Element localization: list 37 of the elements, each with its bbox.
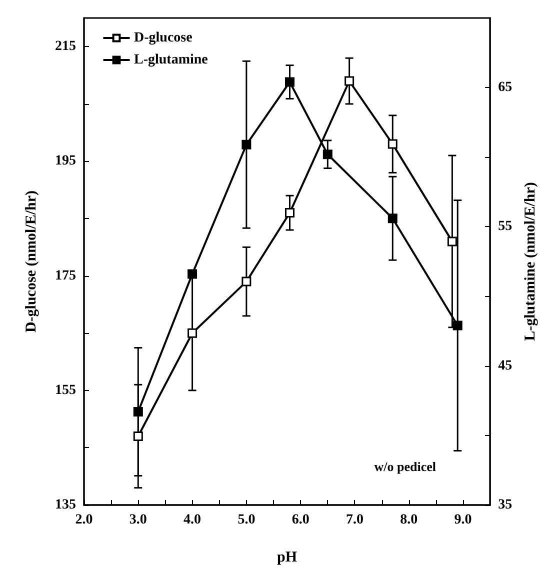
- legend-label: D-glucose: [134, 30, 192, 46]
- y-tick-label: 215: [55, 39, 76, 54]
- point: [242, 140, 252, 150]
- point: [133, 431, 143, 441]
- point: [452, 320, 462, 330]
- x-tick-label: 7.0: [346, 512, 364, 528]
- y-tick-label: 175: [55, 268, 76, 284]
- point: [285, 77, 295, 87]
- x-tick-label: 2.0: [75, 512, 93, 528]
- x-tick-label: 8.0: [400, 512, 418, 528]
- point: [188, 328, 198, 338]
- y2-tick-label: 65: [498, 80, 512, 96]
- point: [388, 139, 398, 149]
- y2-tick-label: 35: [498, 498, 512, 512]
- point: [344, 76, 354, 86]
- y-axis-title: D-glucose (nmol/E/hr): [24, 190, 40, 333]
- point: [188, 269, 198, 279]
- annotation: w/o pedicel: [374, 459, 436, 474]
- point: [388, 214, 398, 224]
- x-tick-label: 5.0: [238, 512, 256, 528]
- point: [447, 236, 457, 246]
- x-tick-label: 4.0: [184, 512, 202, 528]
- y2-axis-title: L-glutamine (nmol/E/hr): [522, 182, 538, 341]
- x-tick-label: 9.0: [454, 512, 472, 528]
- x-tick-label: 3.0: [129, 512, 147, 528]
- point: [242, 276, 252, 286]
- y2-tick-label: 45: [498, 358, 512, 374]
- y2-tick-label: 55: [498, 219, 512, 234]
- point: [285, 208, 295, 218]
- x-tick-label: 6.0: [292, 512, 310, 528]
- x-axis-title: pH: [277, 550, 298, 566]
- point: [322, 150, 332, 160]
- y-tick-label: 135: [55, 498, 76, 512]
- y-tick-label: 155: [55, 382, 76, 398]
- point: [133, 407, 143, 417]
- legend-label: L-glutamine: [134, 52, 208, 68]
- y-tick-label: 195: [55, 154, 76, 169]
